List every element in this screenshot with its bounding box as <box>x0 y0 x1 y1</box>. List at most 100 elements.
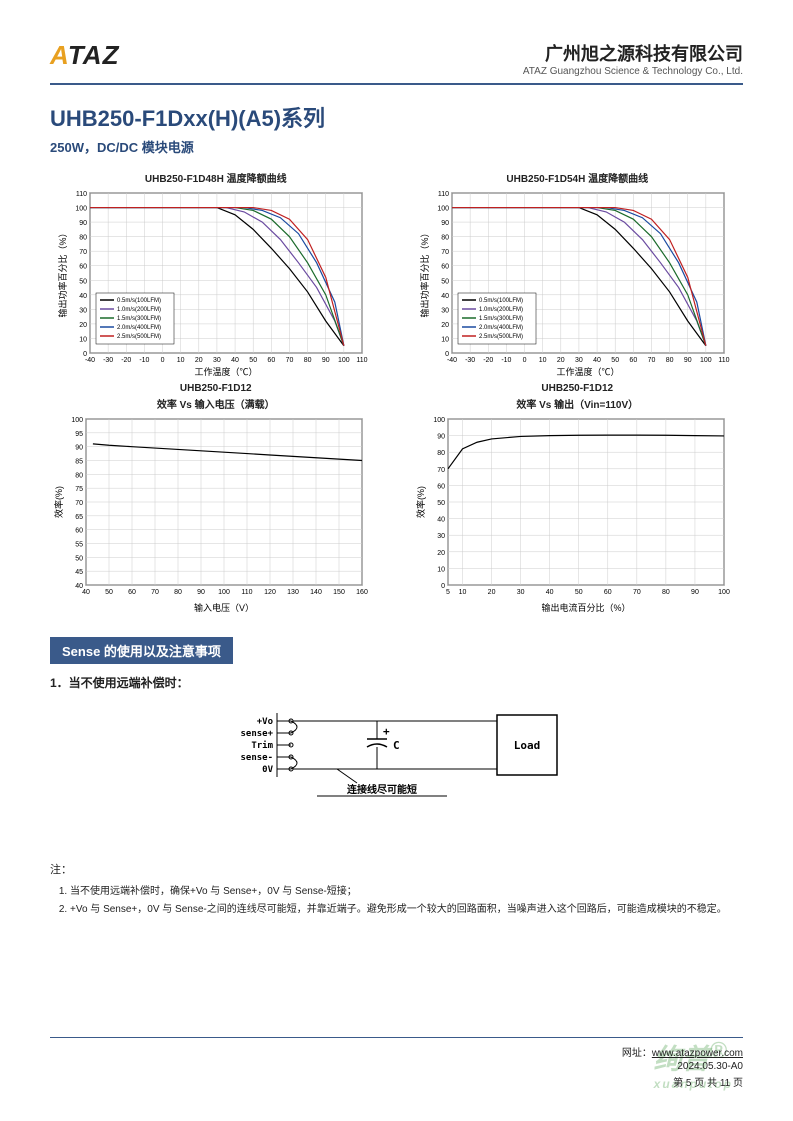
svg-text:90: 90 <box>437 434 445 441</box>
svg-text:40: 40 <box>593 357 601 364</box>
svg-text:80: 80 <box>665 357 673 364</box>
svg-text:70: 70 <box>79 249 87 256</box>
svg-text:60: 60 <box>128 589 136 596</box>
page-subtitle: 250W，DC/DC 模块电源 <box>50 137 743 156</box>
svg-text:90: 90 <box>79 220 87 227</box>
svg-text:-20: -20 <box>121 357 131 364</box>
section-header-sense: Sense 的使用以及注意事项 <box>50 637 233 664</box>
footer-page: 第 5 页 共 11 页 <box>50 1074 743 1089</box>
footer-url: www.atazpower.com <box>652 1048 743 1059</box>
svg-text:100: 100 <box>433 417 445 424</box>
svg-text:sense+: sense+ <box>240 729 273 739</box>
svg-text:30: 30 <box>213 357 221 364</box>
svg-text:0: 0 <box>83 351 87 358</box>
svg-text:50: 50 <box>611 357 619 364</box>
svg-text:100: 100 <box>338 357 350 364</box>
chart4-title: 效率 Vs 输出（Vin=110V） <box>412 396 744 411</box>
svg-text:55: 55 <box>75 542 83 549</box>
svg-text:70: 70 <box>437 467 445 474</box>
svg-text:0: 0 <box>445 351 449 358</box>
svg-text:85: 85 <box>75 459 83 466</box>
svg-text:5: 5 <box>446 589 450 596</box>
svg-text:+Vo: +Vo <box>256 717 272 727</box>
svg-text:Load: Load <box>513 739 540 752</box>
svg-text:45: 45 <box>75 569 83 576</box>
sense-diagram: +Vosense+Trimsense-0V+CLoad连接线尽可能短 <box>50 701 743 831</box>
svg-text:效率(%): 效率(%) <box>53 486 64 518</box>
svg-text:2.5m/s(500LFM): 2.5m/s(500LFM) <box>117 334 161 340</box>
svg-text:2.0m/s(400LFM): 2.0m/s(400LFM) <box>117 325 161 331</box>
svg-text:40: 40 <box>437 517 445 524</box>
svg-text:0: 0 <box>441 583 445 590</box>
svg-text:80: 80 <box>174 589 182 596</box>
svg-text:70: 70 <box>151 589 159 596</box>
svg-text:50: 50 <box>105 589 113 596</box>
svg-text:60: 60 <box>629 357 637 364</box>
svg-text:30: 30 <box>437 533 445 540</box>
footer-date: 2024.05.30-A0 <box>50 1061 743 1072</box>
svg-text:1.0m/s(200LFM): 1.0m/s(200LFM) <box>479 307 523 313</box>
svg-text:120: 120 <box>264 589 276 596</box>
svg-text:60: 60 <box>437 483 445 490</box>
svg-text:10: 10 <box>79 336 87 343</box>
svg-text:30: 30 <box>79 307 87 314</box>
svg-text:sense-: sense- <box>240 753 273 763</box>
svg-text:80: 80 <box>79 235 87 242</box>
svg-text:40: 40 <box>545 589 553 596</box>
notes-block: 注： 当不使用远端补偿时，确保+Vo 与 Sense+，0V 与 Sense-短… <box>50 861 743 919</box>
svg-text:30: 30 <box>516 589 524 596</box>
svg-text:110: 110 <box>718 357 729 364</box>
company-name-cn: 广州旭之源科技有限公司 <box>523 40 743 66</box>
chart4-title-upper: UHB250-F1D12 <box>412 383 744 394</box>
page-footer: 网址：www.atazpower.com 2024.05.30-A0 第 5 页… <box>50 1037 743 1091</box>
svg-text:20: 20 <box>79 322 87 329</box>
svg-text:90: 90 <box>197 589 205 596</box>
svg-text:100: 100 <box>218 589 230 596</box>
svg-text:60: 60 <box>267 357 275 364</box>
svg-text:130: 130 <box>287 589 299 596</box>
svg-text:50: 50 <box>249 357 257 364</box>
svg-text:90: 90 <box>322 357 330 364</box>
svg-text:50: 50 <box>79 278 87 285</box>
svg-text:65: 65 <box>75 514 83 521</box>
svg-text:60: 60 <box>441 264 449 271</box>
svg-text:70: 70 <box>286 357 294 364</box>
chart2-title: UHB250-F1D54H 温度降额曲线 <box>412 170 744 185</box>
chart3-title: 效率 Vs 输入电压（满载） <box>50 396 382 411</box>
chart3: 4050607080901001101201301401501604045505… <box>50 413 382 613</box>
svg-text:0V: 0V <box>262 765 273 775</box>
svg-text:80: 80 <box>304 357 312 364</box>
svg-text:Trim: Trim <box>251 740 273 751</box>
svg-text:10: 10 <box>538 357 546 364</box>
svg-text:2.5m/s(500LFM): 2.5m/s(500LFM) <box>479 334 523 340</box>
svg-text:60: 60 <box>603 589 611 596</box>
logo: ATAZ <box>50 40 119 71</box>
svg-text:80: 80 <box>437 450 445 457</box>
svg-text:10: 10 <box>458 589 466 596</box>
svg-text:10: 10 <box>441 336 449 343</box>
svg-text:100: 100 <box>71 417 83 424</box>
svg-text:1.5m/s(300LFM): 1.5m/s(300LFM) <box>479 316 523 322</box>
svg-text:0.5m/s(100LFM): 0.5m/s(100LFM) <box>117 298 161 304</box>
svg-text:70: 70 <box>632 589 640 596</box>
svg-text:80: 80 <box>75 472 83 479</box>
company-block: 广州旭之源科技有限公司 ATAZ Guangzhou Science & Tec… <box>523 40 743 77</box>
svg-text:0: 0 <box>522 357 526 364</box>
svg-text:40: 40 <box>231 357 239 364</box>
svg-text:100: 100 <box>75 206 87 213</box>
svg-text:100: 100 <box>437 206 449 213</box>
svg-text:2.0m/s(400LFM): 2.0m/s(400LFM) <box>479 325 523 331</box>
svg-text:40: 40 <box>82 589 90 596</box>
chart1: -40-30-20-100102030405060708090100110010… <box>50 187 382 377</box>
svg-text:50: 50 <box>75 555 83 562</box>
svg-text:110: 110 <box>241 589 252 596</box>
svg-text:100: 100 <box>700 357 712 364</box>
svg-text:90: 90 <box>75 445 83 452</box>
svg-text:工作温度（℃）: 工作温度（℃） <box>194 366 257 377</box>
notes-label: 注： <box>50 861 743 877</box>
svg-text:140: 140 <box>310 589 322 596</box>
svg-text:40: 40 <box>75 583 83 590</box>
svg-text:10: 10 <box>177 357 185 364</box>
svg-text:160: 160 <box>356 589 368 596</box>
svg-text:连接线尽可能短: 连接线尽可能短 <box>347 783 417 796</box>
